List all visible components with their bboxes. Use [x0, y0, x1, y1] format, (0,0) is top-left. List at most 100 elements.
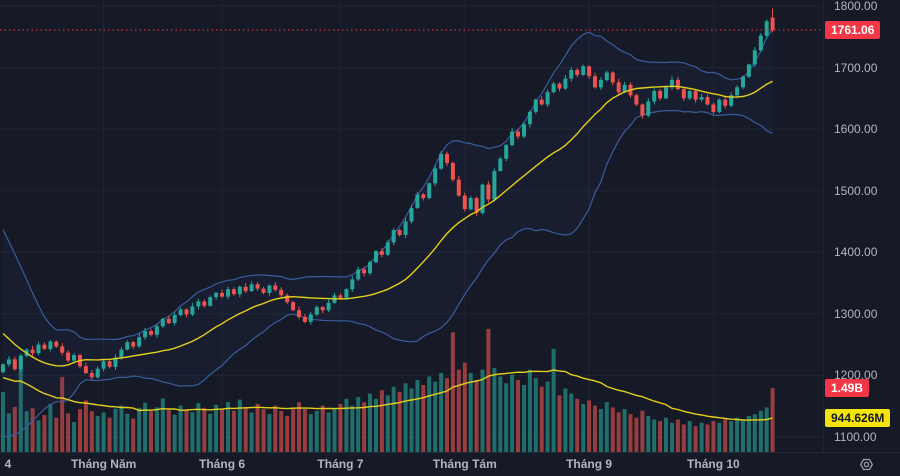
candle-body	[279, 289, 284, 296]
candle-body	[598, 79, 603, 88]
volume-bar	[575, 398, 580, 452]
volume-bar	[362, 402, 367, 452]
candle-body	[646, 101, 651, 116]
volume-bar	[214, 404, 219, 452]
candle-body	[30, 349, 35, 354]
last-price-badge: 1761.06	[825, 20, 881, 39]
candle-body	[717, 99, 722, 112]
volume-bar	[231, 410, 236, 452]
candle-body	[214, 292, 219, 298]
candle-body	[54, 341, 59, 347]
candle-body	[314, 307, 319, 315]
candle-body	[492, 171, 497, 200]
candle-body	[60, 346, 65, 353]
candle-body	[486, 184, 491, 200]
volume-bar	[462, 362, 467, 452]
candle-body	[622, 84, 627, 93]
chart-pane[interactable]	[0, 0, 823, 452]
candle-body	[83, 366, 88, 373]
volume-bar	[113, 408, 118, 452]
price-axis-divider	[823, 0, 824, 452]
candle-body	[557, 83, 562, 89]
candle-body	[522, 124, 526, 137]
candle-body	[480, 184, 485, 213]
candle-body	[18, 355, 23, 370]
candle-body	[450, 163, 455, 180]
volume-bar	[498, 376, 503, 452]
volume-bar	[409, 388, 414, 452]
volume-bar	[30, 408, 35, 452]
hexagon-gear-glyph	[859, 458, 873, 470]
volume-bar	[628, 414, 633, 452]
volume-bar	[480, 369, 485, 452]
candle-body	[220, 292, 224, 297]
volume-bar	[190, 412, 195, 452]
time-axis[interactable]: 4 Tháng Năm Tháng 6 Tháng 7 Tháng Tám Tháng 9…	[0, 453, 900, 476]
volume-bar	[320, 405, 325, 452]
volume-bar	[729, 421, 734, 452]
volume-bar	[492, 367, 497, 452]
price-tick-label: 1300.00	[834, 306, 878, 321]
volume-bar	[297, 402, 301, 452]
volume-bar	[433, 381, 438, 452]
candle-body	[362, 269, 367, 274]
candle-body	[504, 145, 509, 159]
candle-body	[273, 285, 278, 290]
volume-bar	[634, 417, 639, 452]
volume-bar	[137, 407, 142, 452]
volume-bar	[587, 400, 592, 452]
time-tick-label: Tháng 9	[566, 457, 613, 471]
volume-bar	[154, 407, 159, 452]
volume-bar	[220, 409, 224, 452]
price-tick-label: 1200.00	[834, 368, 878, 383]
candle-body	[539, 99, 544, 105]
candle-body	[350, 279, 355, 290]
volume-bar	[610, 407, 615, 452]
candlestick-volume-chart[interactable]	[0, 0, 823, 452]
volume-bar	[646, 415, 651, 452]
candle-body	[468, 198, 473, 210]
candle-body	[160, 318, 165, 327]
volume-bar	[66, 413, 71, 452]
candle-body	[587, 66, 592, 77]
volume-bar	[255, 403, 260, 452]
time-tick-label: Tháng Năm	[70, 457, 137, 471]
volume-bar	[439, 373, 444, 452]
candle-body	[456, 179, 461, 196]
candle-body	[143, 331, 148, 338]
volume-bar	[72, 422, 76, 452]
candle-body	[137, 337, 142, 347]
price-axis[interactable]: 1100.00 1200.00 1300.00 1400.00 1500.00 1600.…	[824, 0, 900, 452]
volume-bar	[746, 415, 751, 452]
candle-body	[705, 97, 710, 105]
candle-body	[770, 17, 775, 30]
volume-bar	[581, 403, 586, 452]
volume-bar	[166, 409, 171, 452]
volume-bar	[735, 417, 740, 452]
volume-bar	[208, 413, 213, 452]
volume-bar	[143, 402, 148, 452]
candle-body	[758, 35, 763, 51]
volume-bar	[18, 359, 23, 452]
volume-bar	[533, 378, 538, 452]
candle-body	[575, 70, 580, 75]
volume-bar	[427, 376, 432, 452]
volume-bar	[308, 414, 313, 452]
volume-bar	[563, 388, 568, 452]
candle-body	[610, 72, 615, 83]
candle-body	[48, 341, 53, 349]
volume-bar	[12, 406, 17, 452]
volume-bar	[569, 393, 574, 452]
volume-bar	[379, 390, 384, 452]
candle-body	[125, 342, 130, 350]
candle-body	[462, 195, 467, 210]
price-tick-label: 1800.00	[834, 0, 878, 13]
candle-body	[569, 70, 574, 79]
candle-body	[439, 153, 444, 169]
volume-bar	[243, 407, 248, 452]
time-tick-label: Tháng 6	[199, 457, 246, 471]
candle-body	[640, 104, 645, 116]
axis-settings-gear-icon[interactable]	[855, 454, 877, 474]
candle-body	[196, 301, 201, 307]
